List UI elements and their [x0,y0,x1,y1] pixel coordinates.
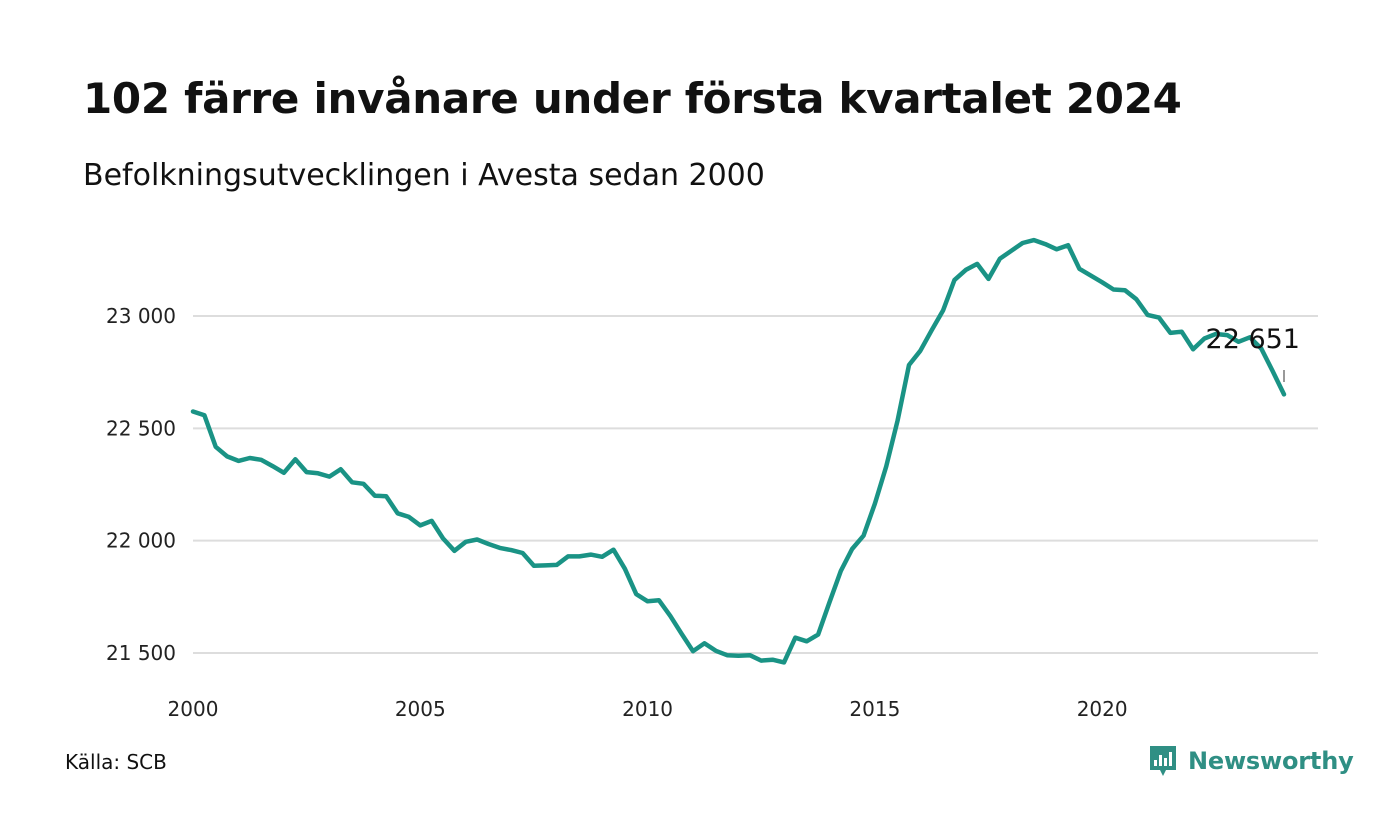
source-note: Källa: SCB [65,750,167,774]
x-tick-label: 2010 [622,697,673,721]
x-tick-label: 2015 [849,697,900,721]
newsworthy-logo-icon [1150,746,1176,776]
x-tick-label: 2020 [1077,697,1128,721]
series-line [190,237,1287,665]
annotation-layer: 22 651 [1206,324,1300,382]
y-tick-label: 21 500 [106,641,176,665]
y-tick-label: 23 000 [106,304,176,328]
x-axis-ticks: 2000 2005 2010 2015 2020 [168,697,1128,721]
x-tick-label: 2000 [168,697,219,721]
x-tick-label: 2005 [395,697,446,721]
brand-name: Newsworthy [1188,747,1354,775]
brand: Newsworthy [1148,744,1354,778]
series-layer [190,237,1287,665]
chart-subtitle: Befolkningsutvecklingen i Avesta sedan 2… [83,158,765,193]
grid-lines [193,315,1318,654]
last-value-label: 22 651 [1206,324,1300,355]
line-chart: 21 500 22 000 22 500 23 000 2000 2005 2010 201… [106,237,1318,721]
y-axis-ticks: 21 500 22 000 22 500 23 000 [106,304,176,665]
y-tick-label: 22 500 [106,416,176,440]
chart-title: 102 färre invånare under första kvartale… [83,74,1182,123]
y-tick-label: 22 000 [106,529,176,553]
